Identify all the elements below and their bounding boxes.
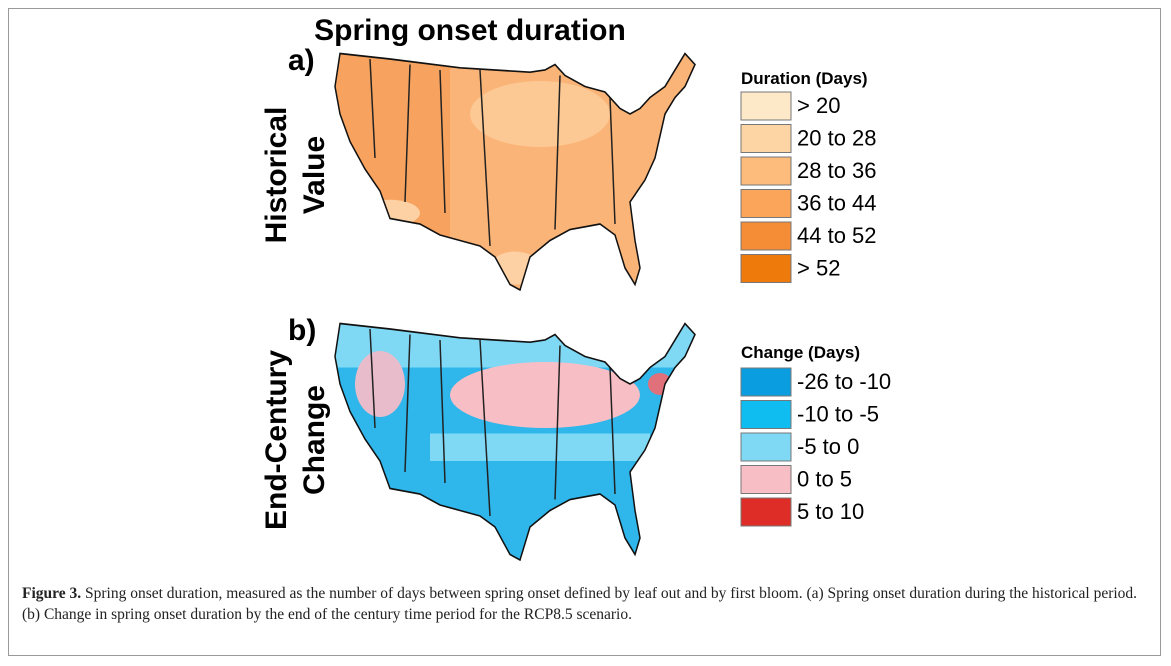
legend-label: -5 to 0 — [797, 434, 859, 459]
panel-label: b) — [288, 314, 316, 347]
legend-label: -26 to -10 — [797, 369, 891, 394]
legend-swatch — [740, 254, 792, 283]
legend-label: 28 to 36 — [797, 158, 877, 183]
legend-swatch — [740, 432, 792, 462]
legend-label: 20 to 28 — [797, 125, 877, 150]
figure-title: Spring onset duration — [314, 14, 626, 47]
legend-swatch — [740, 465, 792, 494]
legend-swatch — [740, 91, 792, 121]
legend-swatch — [740, 367, 792, 397]
legend-title: Change (Days) — [741, 343, 860, 362]
row-label: Historical — [260, 107, 293, 244]
map-b — [334, 322, 696, 561]
caption-label: Figure 3. — [22, 585, 82, 602]
caption-text: Spring onset duration, measured as the n… — [22, 585, 1138, 623]
legend-label: > 52 — [797, 255, 840, 280]
figure-caption: Figure 3. Spring onset duration, measure… — [22, 583, 1142, 625]
legend-swatch — [740, 124, 792, 153]
legend-swatch — [740, 189, 792, 218]
legend-label: > 20 — [797, 93, 840, 118]
row-label: Value — [298, 136, 331, 214]
legend-swatch — [740, 156, 792, 186]
row-label: End-Century — [260, 350, 293, 530]
legend-swatch — [740, 497, 792, 527]
legend-label: 44 to 52 — [797, 223, 877, 248]
legend-label: -10 to -5 — [797, 401, 879, 426]
figure-frame — [8, 8, 1161, 656]
legend-label: 5 to 10 — [797, 499, 864, 524]
panel-label: a) — [288, 44, 315, 77]
legend-title: Duration (Days) — [741, 69, 868, 88]
legend-swatch — [740, 221, 792, 251]
legend-label: 0 to 5 — [797, 466, 852, 491]
legend-swatch — [740, 400, 792, 429]
map-a — [334, 52, 696, 291]
legend-label: 36 to 44 — [797, 190, 877, 215]
row-label: Change — [298, 385, 331, 495]
